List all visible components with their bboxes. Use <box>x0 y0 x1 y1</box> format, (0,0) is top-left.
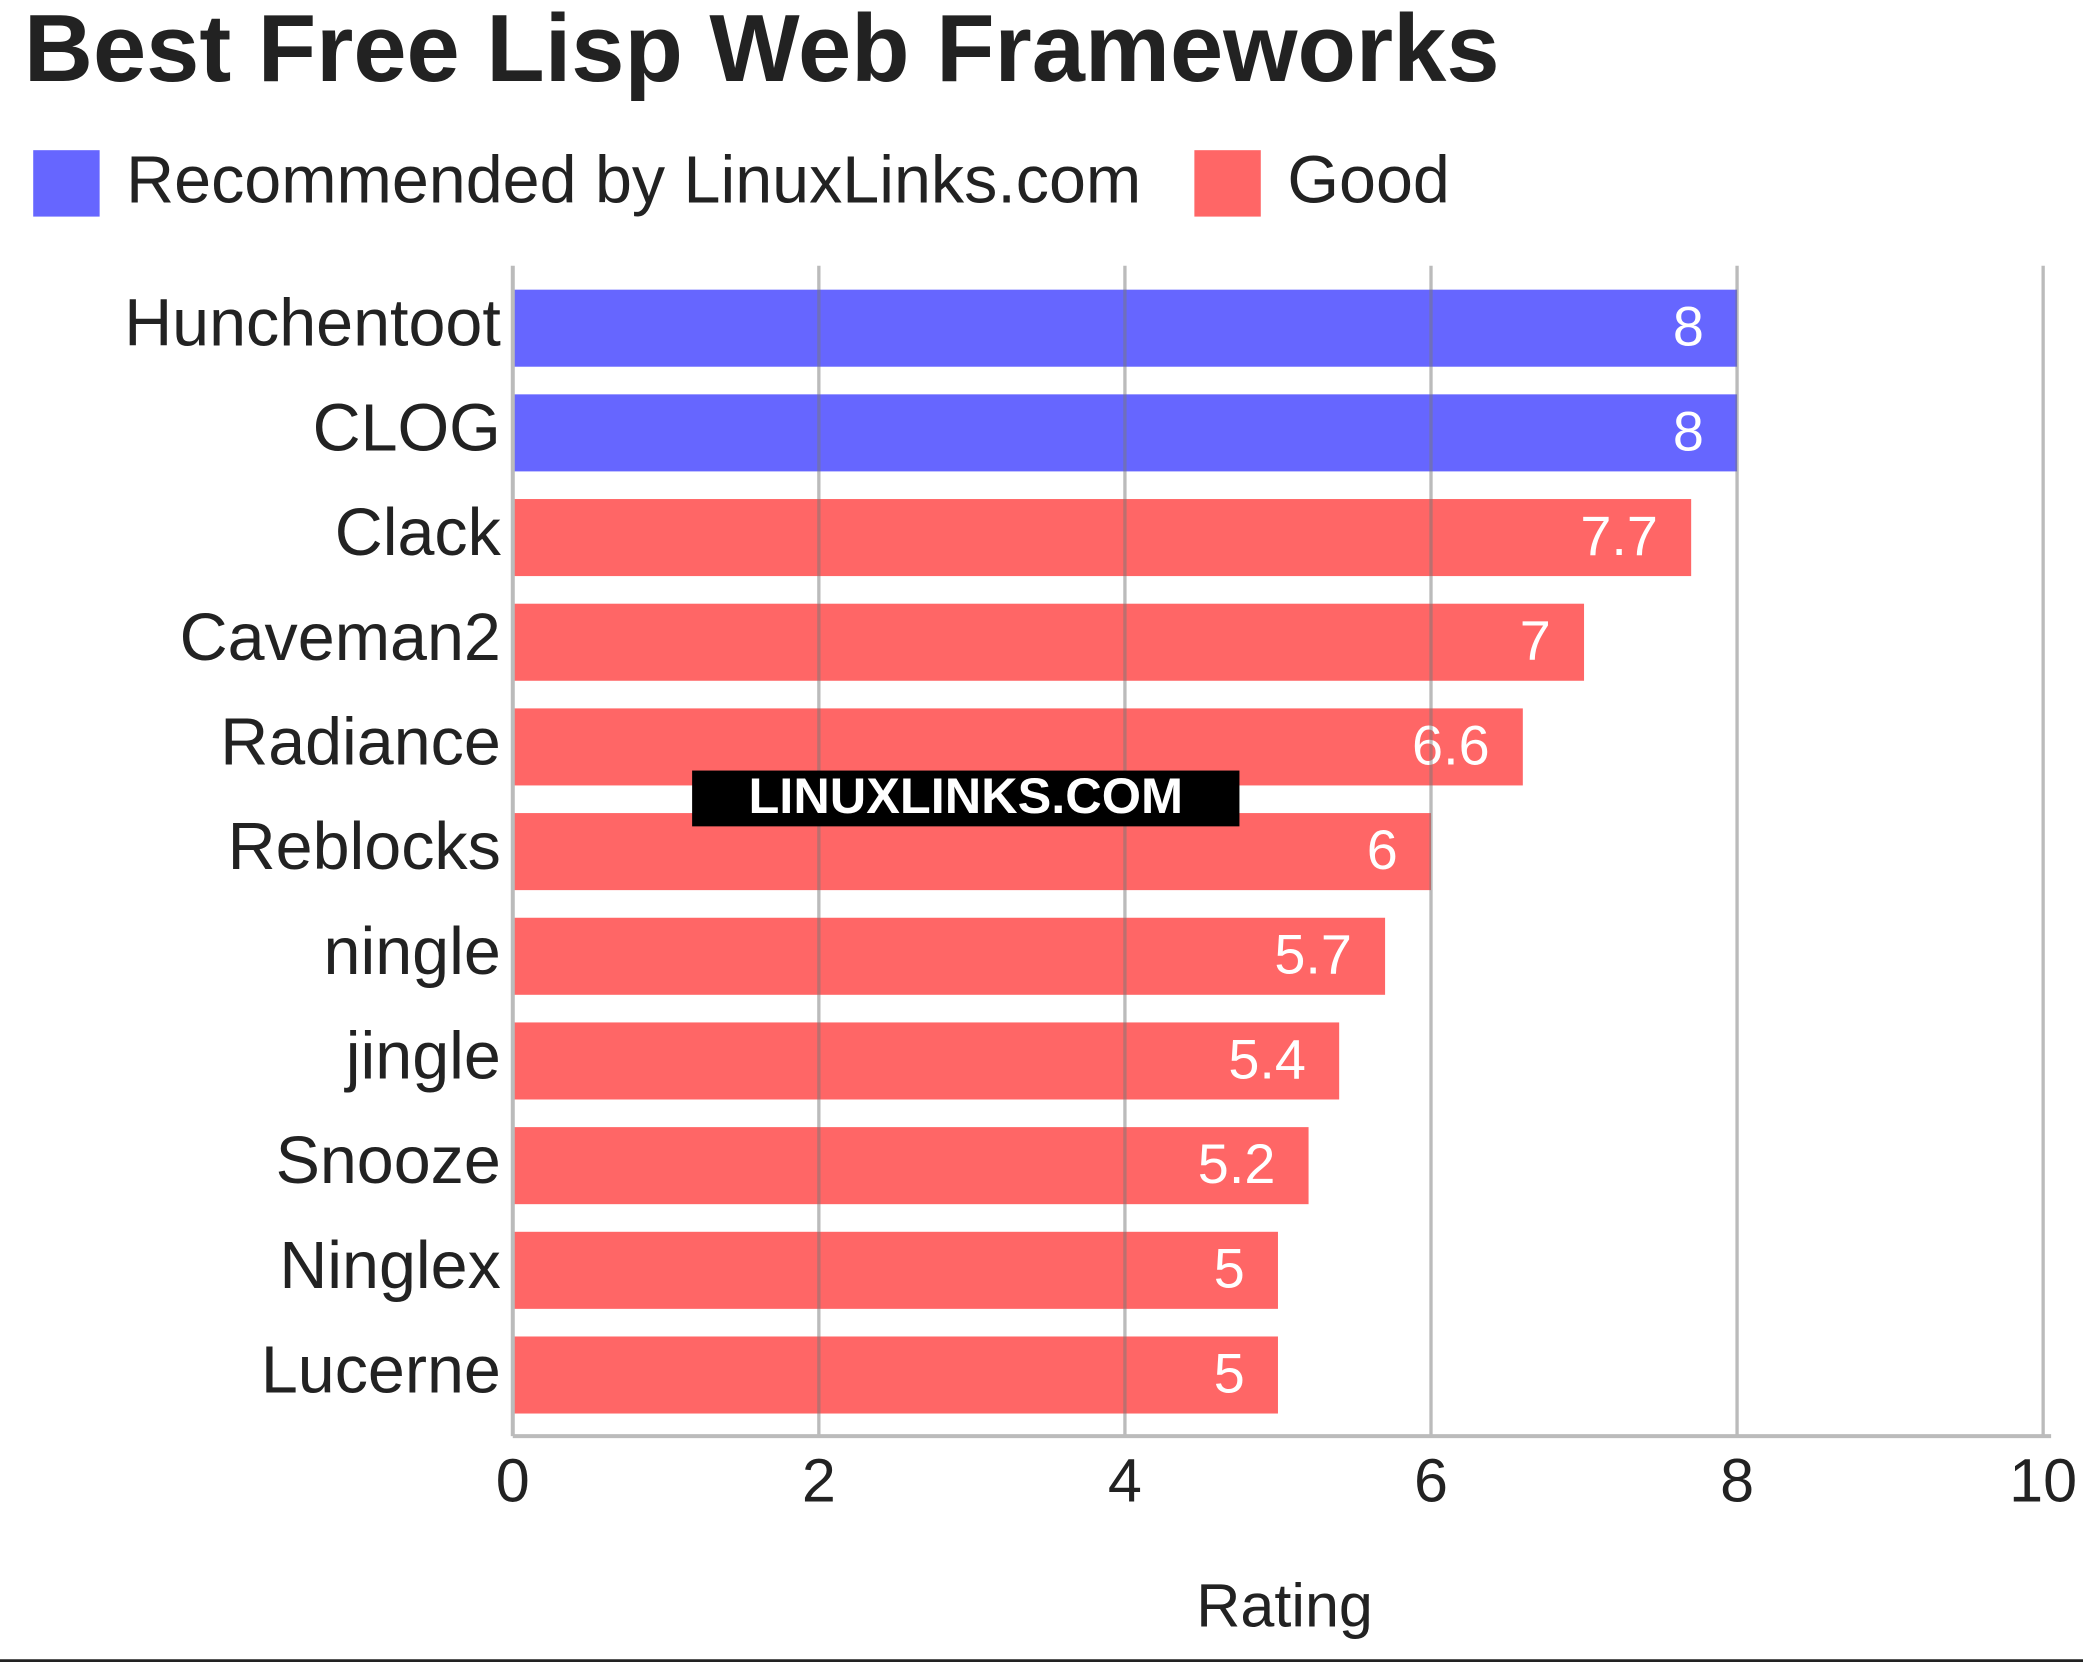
value-label: 7 <box>1520 609 1551 672</box>
value-label: 7.7 <box>1580 504 1658 567</box>
bar <box>512 499 1692 577</box>
watermark-box <box>692 770 1240 827</box>
legend-swatch <box>1194 150 1261 217</box>
value-label: 6 <box>1367 818 1398 881</box>
y-tick-label: Hunchentoot <box>124 287 501 361</box>
y-tick-label: Clack <box>335 496 502 570</box>
y-tick-label: ningle <box>324 915 501 989</box>
y-tick-label: jingle <box>344 1020 501 1094</box>
value-label: 5.2 <box>1198 1132 1276 1195</box>
value-label: 8 <box>1673 399 1704 462</box>
y-tick-label: Caveman2 <box>180 601 501 675</box>
bar <box>512 603 1585 681</box>
bar <box>512 1022 1340 1100</box>
bar <box>512 1336 1278 1414</box>
value-label: 5 <box>1214 1341 1245 1404</box>
x-axis-label: Rating <box>1196 1571 1373 1639</box>
chart-title: Best Free Lisp Web Frameworks <box>24 0 1500 102</box>
x-tick-label: 10 <box>2009 1446 2077 1514</box>
y-tick-label: Snooze <box>276 1124 501 1198</box>
bar <box>512 1127 1309 1205</box>
value-label: 5 <box>1214 1237 1245 1300</box>
legend-label: Recommended by LinuxLinks.com <box>126 143 1141 217</box>
y-tick-label: Reblocks <box>228 810 501 884</box>
x-tick-label: 8 <box>1720 1446 1754 1514</box>
bar <box>512 917 1386 995</box>
x-tick-label: 6 <box>1414 1446 1448 1514</box>
legend-label: Good <box>1287 143 1449 217</box>
value-label: 5.7 <box>1274 923 1352 986</box>
bar <box>512 1231 1278 1309</box>
y-tick-label: Radiance <box>220 705 501 779</box>
y-tick-label: Ninglex <box>279 1229 500 1303</box>
value-label: 5.4 <box>1228 1027 1306 1090</box>
watermark: LINUXLINKS.COM <box>748 767 1183 824</box>
legend-swatch <box>33 150 100 217</box>
y-tick-label: Lucerne <box>261 1334 501 1408</box>
x-tick-label: 4 <box>1108 1446 1142 1514</box>
x-tick-label: 2 <box>802 1446 836 1514</box>
value-label: 6.6 <box>1412 713 1490 776</box>
value-label: 8 <box>1673 295 1704 358</box>
y-tick-label: CLOG <box>313 391 501 465</box>
x-tick-label: 0 <box>496 1446 530 1514</box>
